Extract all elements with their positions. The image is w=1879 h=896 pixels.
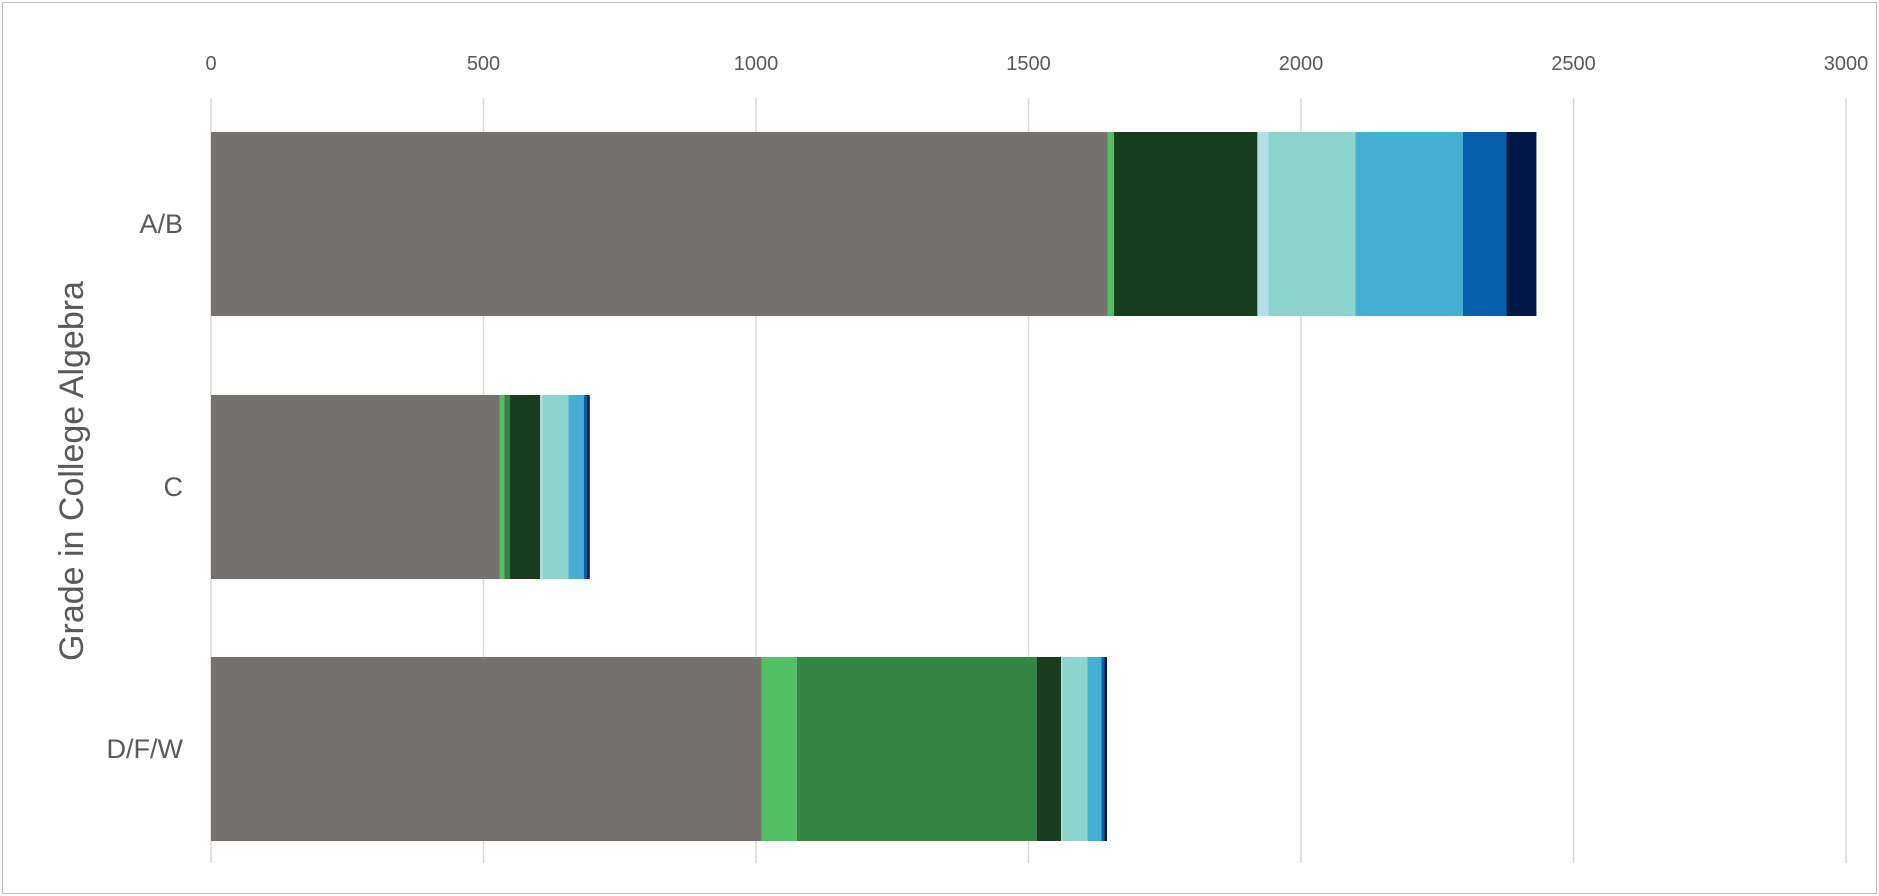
bar-segment xyxy=(1257,132,1269,316)
bar-segment xyxy=(1036,657,1062,841)
bar-segment xyxy=(540,395,543,579)
bars xyxy=(211,132,1537,841)
bar-segment xyxy=(1268,132,1356,316)
bar-segment xyxy=(1062,657,1088,841)
x-tick-label: 1000 xyxy=(734,53,779,75)
x-axis-ticks: 0 500 1000 1500 2000 2500 3000 xyxy=(205,53,1868,75)
bar-segment xyxy=(568,395,584,579)
category-label: C xyxy=(164,472,184,502)
x-tick-label: 1500 xyxy=(1006,53,1051,75)
x-tick-label: 500 xyxy=(467,53,500,75)
bar-segment xyxy=(1114,132,1258,316)
bar-segment xyxy=(499,395,505,579)
x-tick-label: 0 xyxy=(205,53,216,75)
bar-segment xyxy=(1087,657,1102,841)
x-tick-label: 2000 xyxy=(1279,53,1324,75)
bar-segment xyxy=(211,395,500,579)
bar-segment xyxy=(1462,132,1507,316)
bar-segment xyxy=(761,657,797,841)
bar-segment xyxy=(211,132,1108,316)
bar-segment xyxy=(1061,657,1063,841)
bar-segment xyxy=(1355,132,1463,316)
category-label: D/F/W xyxy=(107,734,184,764)
bar-segment xyxy=(504,395,510,579)
x-tick-label: 3000 xyxy=(1824,53,1869,75)
bar-segment xyxy=(211,657,762,841)
stacked-bar-chart: 0 500 1000 1500 2000 2500 3000 A/B C D/F/W Grade… xyxy=(53,53,1868,863)
y-axis-title: Grade in College Algebra xyxy=(53,281,91,661)
category-label: A/B xyxy=(139,209,183,239)
category-labels: A/B C D/F/W xyxy=(107,209,184,764)
bar-segment xyxy=(796,657,1037,841)
bar-segment xyxy=(1506,132,1537,316)
bar-segment xyxy=(1107,132,1115,316)
bar-segment xyxy=(1104,657,1107,841)
bar-segment xyxy=(509,395,541,579)
x-tick-label: 2500 xyxy=(1551,53,1596,75)
bar-segment xyxy=(587,395,590,579)
bar-segment xyxy=(1101,657,1105,841)
bar-segment xyxy=(542,395,569,579)
bar-segment xyxy=(583,395,588,579)
